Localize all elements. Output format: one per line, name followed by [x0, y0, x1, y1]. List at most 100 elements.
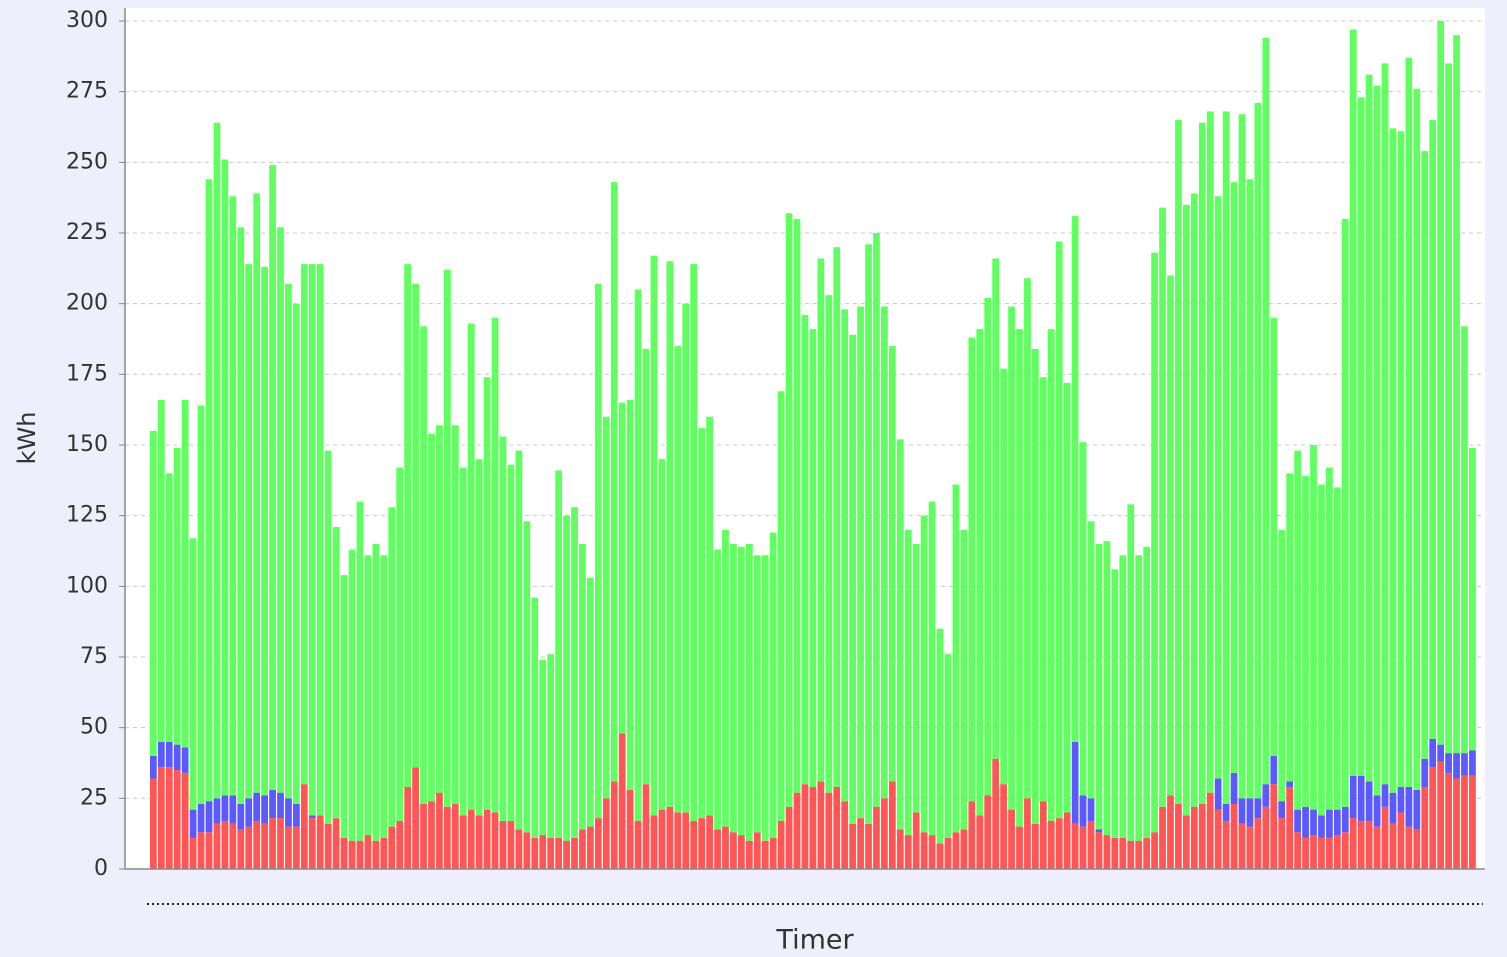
bar-segment — [1214, 196, 1222, 779]
bar-segment — [150, 755, 157, 779]
bar-segment — [1445, 753, 1452, 773]
bar-segment — [531, 597, 539, 838]
bar-segment — [189, 837, 197, 869]
bar-segment — [523, 521, 531, 833]
bar-segment — [849, 334, 857, 824]
bar-segment — [1294, 809, 1301, 833]
bar-segment — [1341, 806, 1349, 833]
bar-segment — [285, 283, 292, 799]
bar-segment — [1159, 207, 1166, 807]
bar-segment — [1175, 119, 1182, 804]
bar-segment — [420, 803, 427, 869]
bar-segment — [293, 303, 300, 804]
bar-segment — [1469, 775, 1476, 869]
bar-segment — [1302, 806, 1309, 838]
bar-segment — [1238, 114, 1246, 799]
bar-segment — [1365, 781, 1373, 821]
bar-segment — [324, 823, 332, 869]
bar-segment — [1437, 21, 1445, 745]
bar-segment — [221, 795, 229, 821]
bar-segment — [340, 575, 348, 838]
bar-segment — [666, 806, 674, 869]
bar-segment — [173, 744, 181, 771]
bar-segment — [1016, 826, 1023, 869]
bar-segment — [507, 820, 515, 869]
bar-segment — [658, 809, 666, 869]
bar-segment — [706, 815, 713, 869]
bar-segment — [857, 306, 864, 819]
bar-segment — [1103, 835, 1111, 869]
bar-segment — [1246, 798, 1254, 827]
bar-segment — [1333, 809, 1341, 836]
bar-segment — [785, 213, 793, 807]
bar-segment — [769, 532, 777, 838]
bar-segment — [761, 840, 769, 869]
bar-segment — [1357, 97, 1365, 776]
bar-segment — [1198, 803, 1206, 869]
bar-segment — [1039, 377, 1047, 802]
bar-segment — [300, 784, 308, 869]
bar-segment — [1349, 29, 1357, 776]
bar-segment — [332, 526, 340, 819]
bar-segment — [912, 812, 920, 869]
bar-segment — [197, 405, 205, 804]
bar-segment — [904, 835, 912, 869]
bar-segment — [1405, 826, 1413, 869]
bar-segment — [1071, 823, 1079, 869]
bar-segment — [976, 329, 984, 816]
bar-segment — [881, 306, 888, 799]
bar-segment — [1333, 835, 1341, 869]
bar-segment — [952, 484, 960, 833]
bar-segment — [1302, 837, 1309, 869]
bar-segment — [285, 826, 292, 869]
bar-segment — [189, 809, 197, 838]
bar-segment — [1039, 801, 1047, 869]
bar-segment — [920, 515, 928, 833]
bar-segment — [293, 826, 300, 869]
bar-segment — [475, 815, 483, 869]
bar-segment — [150, 430, 157, 756]
bar-segment — [1008, 306, 1015, 810]
y-tick-label: 275 — [66, 79, 108, 104]
bar-segment — [1278, 818, 1286, 869]
bar-segment — [237, 829, 245, 869]
bar-segment — [404, 787, 412, 869]
bar-segment — [444, 269, 451, 807]
y-tick-label: 100 — [66, 573, 108, 598]
bar-segment — [1429, 738, 1437, 768]
bar-segment — [936, 628, 944, 844]
bar-segment — [1270, 755, 1278, 785]
bar-segment — [531, 837, 539, 869]
bar-segment — [1357, 775, 1365, 821]
bar-segment — [714, 549, 721, 830]
bar-segment — [1087, 798, 1095, 821]
bar-segment — [1127, 504, 1135, 841]
bar-segment — [277, 227, 284, 793]
bar-segment — [356, 501, 364, 841]
bar-segment — [197, 803, 205, 833]
y-tick-label: 225 — [66, 220, 108, 245]
bar-segment — [1167, 795, 1174, 869]
bar-segment — [269, 165, 276, 790]
bar-segment — [960, 529, 968, 830]
bar-segment — [436, 792, 443, 869]
bar-segment — [213, 823, 221, 869]
bar-segment — [221, 159, 229, 796]
bar-segment — [300, 264, 308, 785]
bar-segment — [571, 837, 578, 869]
bar-segment — [690, 264, 698, 821]
bar-segment — [1357, 820, 1365, 869]
bar-segment — [157, 741, 165, 768]
y-axis-label: kWh — [13, 412, 41, 465]
bar-segment — [714, 829, 721, 869]
bar-segment — [587, 577, 594, 827]
bar-segment — [1373, 795, 1381, 827]
bar-segment — [1278, 529, 1286, 802]
bar-segment — [626, 399, 634, 790]
bar-segment — [483, 809, 491, 869]
bar-segment — [1222, 803, 1230, 821]
bar-segment — [499, 820, 507, 869]
bar-segment — [730, 832, 737, 869]
bar-segment — [650, 255, 658, 816]
bar-segment — [690, 820, 698, 869]
